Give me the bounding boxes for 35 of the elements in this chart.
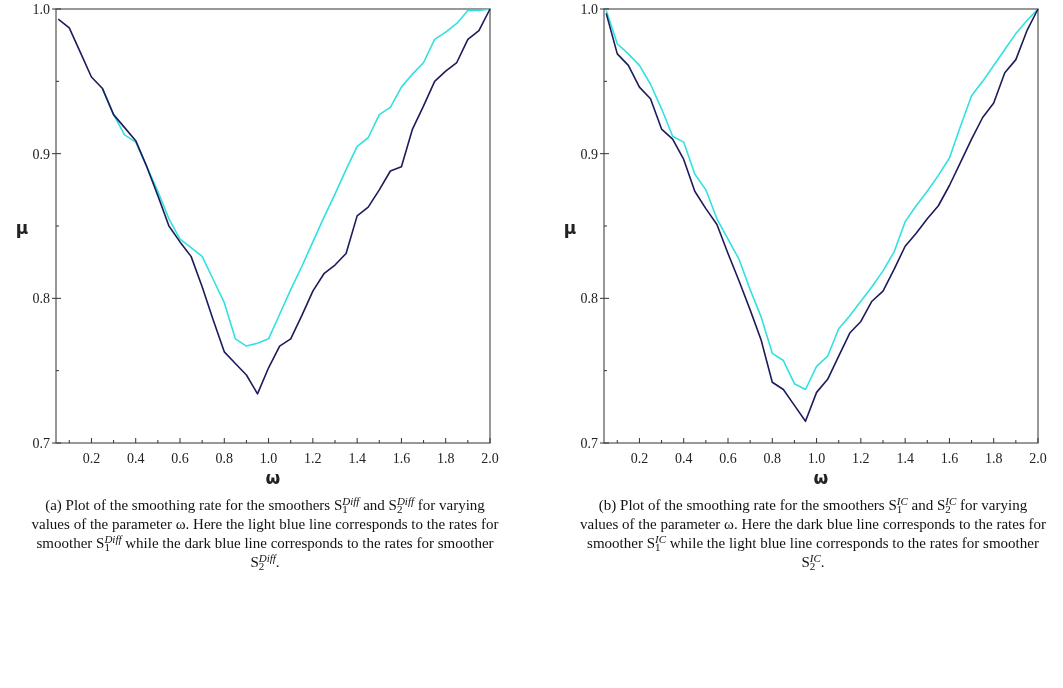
x-axis-title: ω — [265, 468, 281, 488]
y-tick-label: 0.9 — [580, 146, 598, 162]
x-tick-label: 1.4 — [896, 451, 914, 466]
x-tick-label: 0.2 — [82, 451, 101, 466]
x-axis-title: ω — [813, 468, 829, 488]
x-tick-label: 0.6 — [719, 451, 737, 466]
y-tick-label: 0.7 — [32, 436, 50, 451]
line-series — [57, 8, 491, 395]
y-axis-title: μ — [563, 218, 577, 238]
x-tick-label: 1.8 — [436, 451, 455, 466]
text: (a) Plot of the smoothing rate for the smoothers S$_{1}$$^{Diff}$ and S$_{2}$$^{Diff}$ for varying values of the parameter ω. Here the light blue line corresponds to the rates for smoother S$_{1}$$^{Diff}$ while the dark blue line corresponds to the rates for smoother S$_{2}$$^{Diff}$. — [31, 495, 499, 573]
x-tick-label: 1.6 — [940, 451, 959, 466]
x-tick-label: 0.8 — [215, 451, 234, 466]
x-tick-label: 2.0 — [481, 451, 499, 466]
y-axis-title: μ — [15, 218, 29, 238]
text: (b) Plot of the smoothing rate for the smoothers S$_{1}$$^{IC}$ and S$_{2}$$^{IC}$ for varying values of the parameter ω. Here the dark blue line corresponds to the rates for smoother S$_{1}$$^{IC}$ while the light blue line corresponds to the rates for smoother S$_{2}$$^{IC}$. — [579, 495, 1047, 573]
x-tick-label: 0.8 — [763, 451, 782, 466]
y-tick-label: 1.0 — [580, 2, 598, 17]
x-tick-label: 1.6 — [392, 451, 411, 466]
y-tick-label: 0.7 — [580, 436, 598, 451]
x-tick-label: 1.0 — [807, 451, 826, 466]
x-tick-label: 0.4 — [126, 451, 145, 466]
y-tick-label: 1.0 — [32, 2, 50, 17]
x-tick-label: 1.2 — [852, 451, 870, 466]
x-tick-label: 1.4 — [348, 451, 366, 466]
x-tick-label: 0.6 — [171, 451, 189, 466]
x-tick-label: 2.0 — [1029, 451, 1047, 466]
x-tick-label: 1.2 — [304, 451, 322, 466]
x-tick-label: 0.2 — [630, 451, 649, 466]
y-tick-label: 0.8 — [580, 291, 598, 307]
x-tick-label: 1.8 — [984, 451, 1003, 466]
x-tick-label: 1.0 — [259, 451, 278, 466]
y-tick-label: 0.8 — [32, 291, 50, 307]
y-tick-label: 0.9 — [32, 146, 50, 162]
x-tick-label: 0.4 — [674, 451, 693, 466]
